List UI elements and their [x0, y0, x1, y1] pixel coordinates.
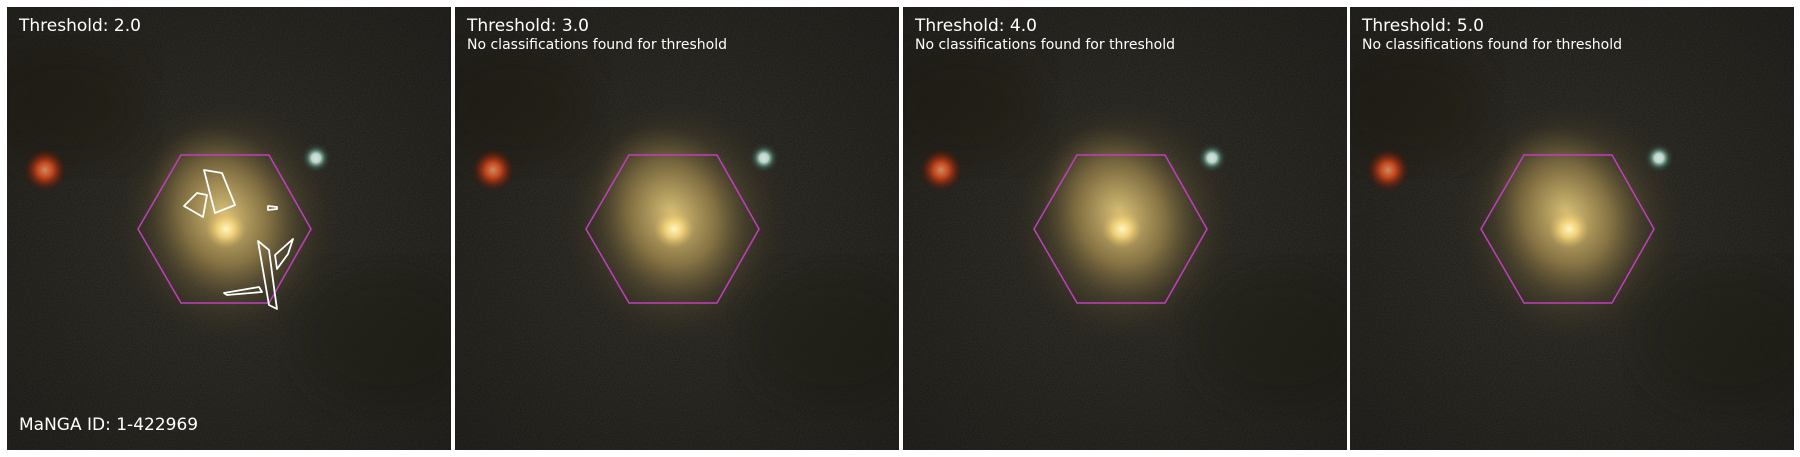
panel-threshold-3: Threshold: 3.0 No classifications found … — [455, 7, 899, 450]
panel-title: Threshold: 5.0 — [1362, 16, 1484, 36]
no-classifications-note: No classifications found for threshold — [915, 37, 1175, 53]
panel-title: Threshold: 4.0 — [915, 16, 1037, 36]
galaxy-image — [7, 7, 451, 450]
ifu-hexagon — [137, 154, 312, 304]
panel-title: Threshold: 3.0 — [467, 16, 589, 36]
panel-threshold-5: Threshold: 5.0 No classifications found … — [1350, 7, 1794, 450]
manga-id-label: MaNGA ID: 1-422969 — [19, 415, 199, 435]
no-classifications-note: No classifications found for threshold — [467, 37, 727, 53]
panel-threshold-2: Threshold: 2.0 MaNGA ID: 1-422969 — [7, 7, 451, 450]
panel-title: Threshold: 2.0 — [19, 16, 141, 36]
galaxy-image — [903, 7, 1347, 450]
panel-threshold-4: Threshold: 4.0 No classifications found … — [903, 7, 1347, 450]
ifu-hexagon — [585, 154, 760, 304]
ifu-hexagon — [1033, 154, 1208, 304]
galaxy-image — [1350, 7, 1794, 450]
classification-contours — [183, 169, 294, 310]
galaxy-image — [455, 7, 899, 450]
no-classifications-note: No classifications found for threshold — [1362, 37, 1622, 53]
ifu-hexagon — [1480, 154, 1655, 304]
